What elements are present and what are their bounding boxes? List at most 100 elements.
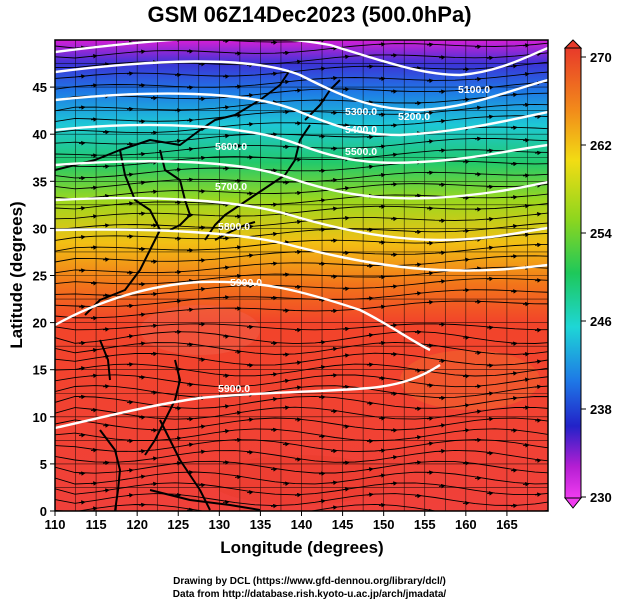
streamline-arrow [234,245,242,250]
streamline [55,92,548,112]
streamline-arrow [126,493,134,498]
streamline-arrow [198,189,206,194]
streamline-arrow [342,87,350,92]
streamline-arrow [282,481,290,486]
streamline-arrow [186,382,194,387]
streamline-arrow [234,178,242,184]
streamline-arrow [534,458,542,463]
streamline-arrow [486,491,494,496]
streamline-arrow [102,193,110,199]
streamline-arrow [510,468,518,473]
streamline-arrow [342,487,350,492]
streamline-arrow [150,351,158,357]
streamline-arrow [222,236,230,241]
lon-tick-label: 125 [167,517,189,532]
streamline-arrow [510,289,518,294]
streamline-arrow [186,177,194,183]
streamline-arrow [150,189,158,195]
streamline-arrow [414,262,422,268]
streamline-arrow [174,270,182,275]
map-title: GSM 06Z14Dec2023 (500.0hPa) [147,2,472,27]
streamline-arrow [90,316,98,321]
streamline-arrow [366,467,374,472]
streamline-arrow [342,123,350,128]
streamline-arrow [366,263,374,269]
streamline-arrow [126,362,134,367]
streamline-arrow [294,249,302,255]
streamline-arrow [534,150,542,156]
streamline-arrow [426,139,434,144]
streamline-arrow [342,460,350,466]
streamline-arrow [462,159,470,165]
streamline-arrow [522,72,530,77]
streamline-arrow [270,231,278,237]
streamline-arrow [342,326,350,332]
streamline-arrow [174,299,182,304]
streamline-arrow [342,424,350,429]
streamline-arrow [378,340,386,346]
lat-tick-label: 0 [40,504,47,519]
streamline [55,149,548,167]
streamline-arrow [198,225,206,230]
streamline [55,503,548,511]
streamline-arrow [282,109,290,115]
streamline-arrow [438,182,446,188]
streamline-arrow [294,385,302,390]
streamline-arrow [186,342,194,347]
streamline-arrow [294,219,302,225]
streamline-arrow [174,236,182,242]
streamline-arrow [438,148,446,153]
streamline-arrow [318,227,326,233]
streamline-arrow [438,322,446,327]
streamline-arrow [198,155,206,161]
streamline-arrow [138,312,146,317]
streamline-arrow [438,118,446,124]
streamline-arrow [138,151,146,157]
streamline-arrow [90,117,98,122]
height-contours [55,40,548,430]
streamline-arrow [102,488,110,493]
contour-label-5900-north: 5900.0 [230,277,262,289]
streamline-arrow [510,195,518,200]
streamline-arrow [474,136,482,142]
streamline-arrow [282,79,290,85]
streamline-arrow [138,282,146,287]
streamline-arrow [282,405,290,410]
streamline-arrow [102,384,110,389]
streamline-arrow [186,507,194,511]
streamline-arrow [126,71,134,76]
streamline-arrow [78,141,86,146]
streamline-arrow [270,295,278,301]
streamline-arrow [150,130,158,136]
streamline-arrow [522,443,530,448]
streamline-arrow [414,435,422,440]
streamline-arrow [78,268,86,273]
streamline-arrow [366,227,374,233]
streamline-arrow [438,423,446,428]
streamline-arrow [222,133,230,139]
streamline-arrow [378,112,386,118]
streamline-arrow [102,460,110,466]
streamline-arrow [462,374,470,379]
streamline-arrow [522,377,530,382]
streamline-arrow [78,74,86,79]
streamline-arrow [138,247,146,252]
streamline-arrow [138,415,146,420]
streamline-arrow [234,84,242,89]
streamline-arrow [174,493,182,498]
streamline-arrow [342,286,350,292]
streamline-arrow [198,286,206,292]
lon-tick-label: 130 [208,517,230,532]
streamline-arrow [534,242,542,248]
contour-label-5200: 5200.0 [398,111,430,123]
streamline-arrow [462,288,470,293]
streamline-arrow [246,450,254,455]
streamline-arrow [198,96,206,102]
streamline-arrow [330,373,338,378]
streamline-arrow [198,357,206,363]
streamline-arrow [522,102,530,108]
streamline-arrow [78,500,86,505]
streamline-arrow [246,93,254,98]
streamline-arrow [150,428,158,433]
